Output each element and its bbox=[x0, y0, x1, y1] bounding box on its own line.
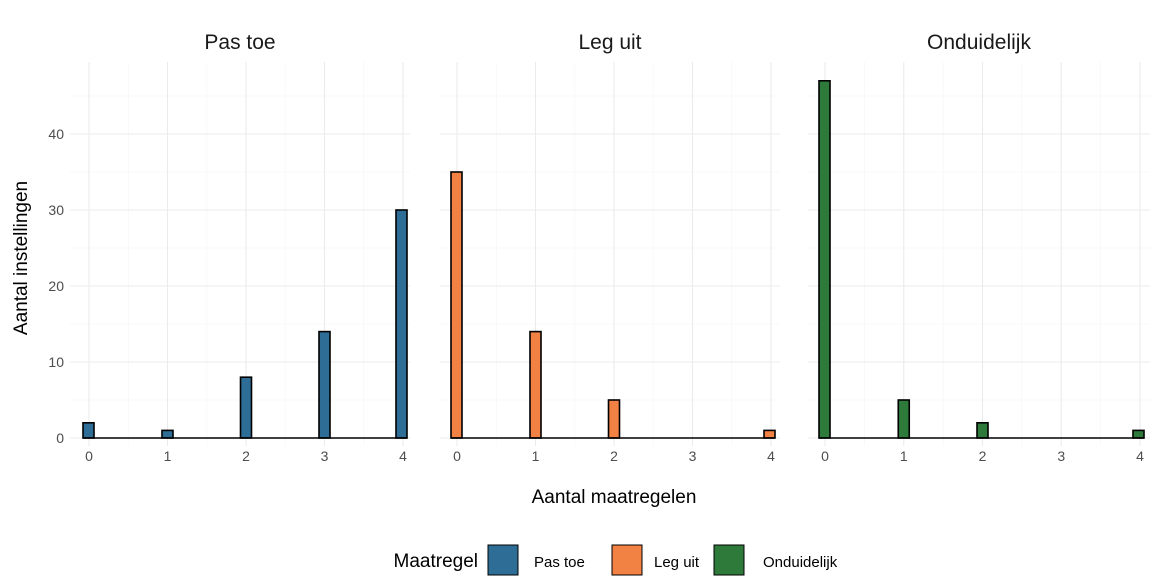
legend-label-onduidelijk: Onduidelijk bbox=[763, 554, 838, 571]
x-tick-label: 2 bbox=[610, 448, 618, 464]
facet-panel: Pas toe 0 1 2 3 4 bbox=[70, 31, 410, 464]
y-tick-label: 20 bbox=[48, 278, 64, 294]
legend-title: Maatregel bbox=[394, 551, 479, 572]
legend-key-onduidelijk bbox=[713, 544, 745, 576]
x-tick-label: 0 bbox=[85, 448, 93, 464]
bar bbox=[318, 330, 331, 439]
bar bbox=[1132, 429, 1145, 439]
bar bbox=[450, 171, 463, 439]
bar bbox=[976, 421, 989, 439]
x-tick-label: 3 bbox=[1057, 448, 1065, 464]
x-tick-label: 0 bbox=[453, 448, 461, 464]
x-tick-label: 3 bbox=[321, 448, 329, 464]
bar bbox=[395, 209, 408, 439]
x-tick-label: 4 bbox=[1136, 448, 1144, 464]
x-tick-label: 3 bbox=[689, 448, 697, 464]
bar bbox=[897, 399, 911, 439]
facet-panel: Leg uit 0 1 2 3 4 bbox=[440, 31, 780, 464]
legend-key-pas-toe bbox=[487, 544, 519, 576]
legend-label-leg-uit: Leg uit bbox=[654, 554, 700, 571]
bar bbox=[82, 421, 95, 439]
legend-key-leg-uit bbox=[611, 544, 643, 576]
y-axis-title: Aantal instellingen bbox=[11, 181, 32, 335]
bar bbox=[763, 429, 776, 439]
x-axis-title: Aantal maatregelen bbox=[532, 487, 697, 508]
facet-title: Pas toe bbox=[204, 31, 275, 54]
x-tick-label: 1 bbox=[164, 448, 172, 464]
x-tick-label: 1 bbox=[900, 448, 908, 464]
bar bbox=[529, 330, 542, 439]
x-tick-label: 4 bbox=[767, 448, 775, 464]
facet-title: Leg uit bbox=[578, 31, 641, 54]
y-tick-label: 30 bbox=[48, 202, 64, 218]
legend: Maatregel Pas toe Leg uit Onduidelijk bbox=[394, 544, 838, 576]
x-tick-label: 4 bbox=[399, 448, 407, 464]
x-tick-label: 1 bbox=[532, 448, 540, 464]
facet-panel: Onduidelijk 0 1 2 3 4 bbox=[808, 31, 1150, 464]
bar bbox=[239, 376, 253, 439]
bar bbox=[607, 399, 621, 439]
bar bbox=[818, 80, 831, 439]
y-tick-label: 0 bbox=[56, 430, 64, 446]
x-tick-label: 0 bbox=[821, 448, 829, 464]
x-tick-label: 2 bbox=[242, 448, 250, 464]
y-tick-label: 40 bbox=[48, 126, 64, 142]
x-tick-label: 2 bbox=[979, 448, 987, 464]
facet-title: Onduidelijk bbox=[927, 31, 1031, 54]
bar bbox=[161, 429, 174, 439]
y-tick-label: 10 bbox=[48, 354, 64, 370]
legend-label-pas-toe: Pas toe bbox=[534, 554, 585, 571]
